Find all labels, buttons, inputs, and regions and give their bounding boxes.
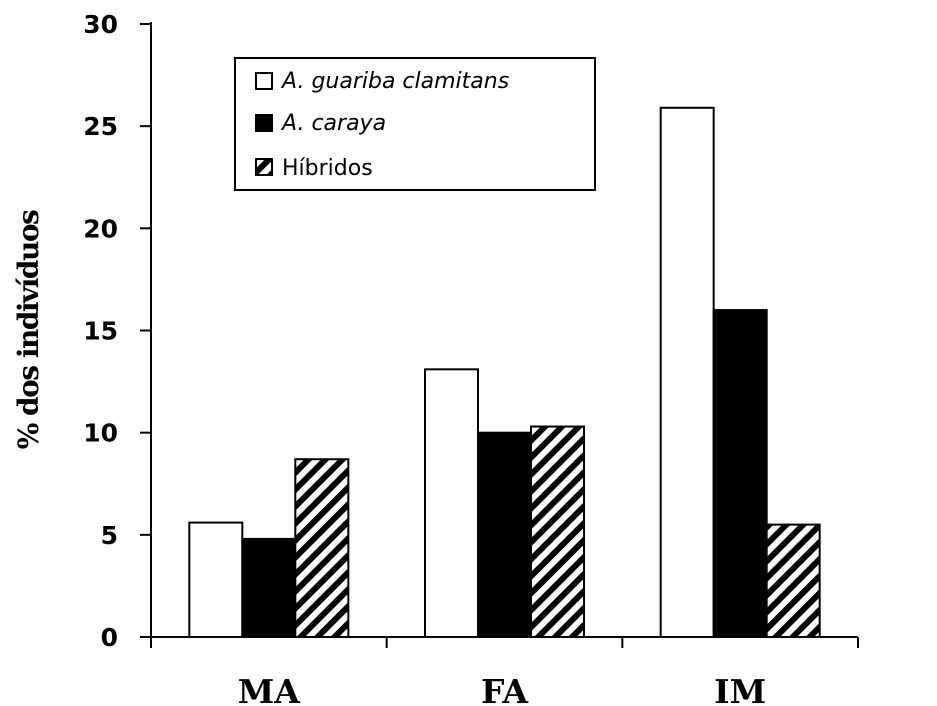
y-tick-label: 30 xyxy=(83,10,118,39)
y-tick-label: 15 xyxy=(83,317,118,346)
x-category-label: MA xyxy=(238,672,301,706)
bar-a-guariba-clamitans-fa xyxy=(424,368,479,638)
bar-a-caraya-fa xyxy=(477,431,532,638)
bar-a-caraya-im xyxy=(712,309,768,638)
legend-swatch-guariba xyxy=(255,72,273,90)
y-tick-label: 5 xyxy=(101,521,118,550)
legend-label-caraya: A. caraya xyxy=(280,111,386,136)
y-ticks-group: 0 5 10 15 20 25 30 xyxy=(83,10,151,652)
legend-swatch-caraya xyxy=(255,114,273,132)
x-ticks-group: MA FA IM xyxy=(150,637,859,706)
x-category-label: IM xyxy=(714,672,766,706)
legend-box xyxy=(234,57,596,191)
bar-h-bridos-ma xyxy=(294,458,350,639)
bar-a-guariba-clamitans-im xyxy=(659,106,715,638)
bar-a-guariba-clamitans-ma xyxy=(188,521,244,638)
legend-swatch-hibridos xyxy=(255,158,273,176)
bar-h-bridos-fa xyxy=(530,425,585,638)
legend-label-guariba: A. guariba clamitans xyxy=(280,69,509,94)
y-axis-label: % dos indivíduos xyxy=(12,210,45,449)
y-tick-label: 10 xyxy=(83,419,118,448)
legend: A. guariba clamitans A. caraya Híbridos xyxy=(234,57,596,191)
y-tick-label: 25 xyxy=(83,112,118,141)
bar-h-bridos-im xyxy=(765,523,821,638)
legend-label-hibridos: Híbridos xyxy=(282,156,373,181)
x-category-label: FA xyxy=(481,672,528,706)
bars-group xyxy=(188,106,821,639)
bar-a-caraya-ma xyxy=(241,537,297,638)
y-tick-label: 0 xyxy=(101,623,118,652)
y-tick-label: 20 xyxy=(83,214,118,243)
